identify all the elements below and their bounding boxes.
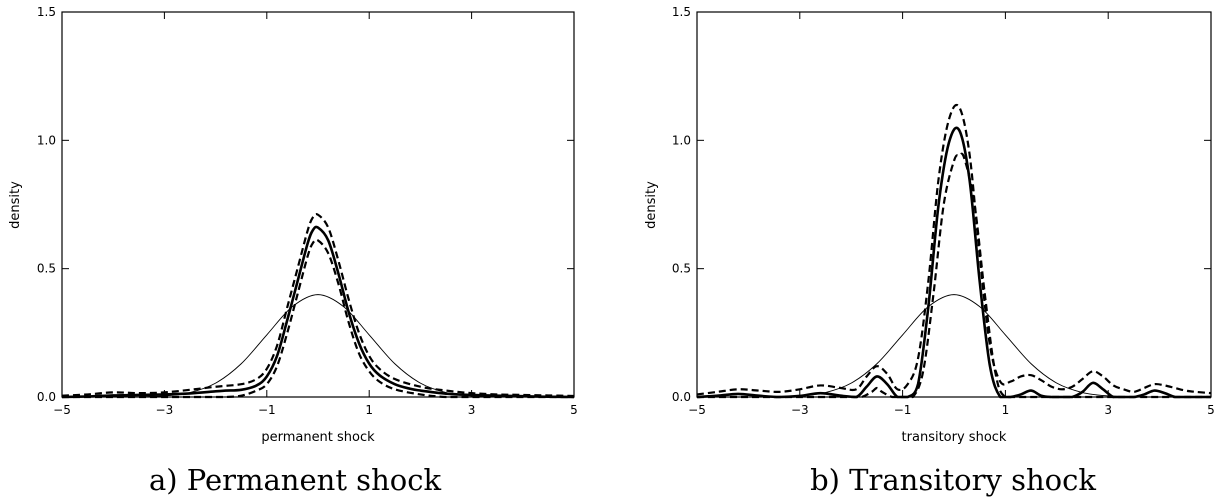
panel-caption: a) Permanent shock	[149, 463, 441, 497]
x-tick-label: −5	[688, 403, 706, 417]
axis-ticks: −5 −3 −1 1 3 5 0.0 0.5 1.0 1.5	[37, 5, 578, 417]
axis-ticks: −5 −3 −1 1 3 5 0.0 0.5 1.0 1.5	[672, 5, 1215, 417]
y-tick-label: 1.5	[37, 5, 56, 19]
y-tick-label: 1.5	[672, 5, 691, 19]
x-tick-label: −5	[53, 403, 71, 417]
x-tick-label: 5	[570, 403, 578, 417]
plot-frame	[61, 11, 575, 398]
x-tick-label: −3	[156, 403, 174, 417]
x-axis-label: permanent shock	[261, 430, 375, 445]
panel-caption: b) Transitory shock	[810, 463, 1096, 497]
series-line-thick-solid	[696, 126, 1211, 399]
x-tick-label: 3	[1104, 403, 1112, 417]
x-tick-label: −1	[258, 403, 276, 417]
data-series	[696, 103, 1212, 399]
data-series	[61, 212, 575, 399]
series-line-thick-solid	[61, 225, 575, 399]
y-axis-label: density	[8, 181, 23, 229]
y-tick-label: 0.5	[672, 262, 691, 276]
series-line-dashed-upper	[696, 103, 1212, 396]
y-tick-label: 1.0	[37, 133, 56, 147]
plot-frame	[696, 11, 1212, 398]
y-tick-label: 0.5	[37, 262, 56, 276]
series-line-dashed-lower	[697, 152, 1211, 399]
y-tick-label: 1.0	[672, 133, 691, 147]
x-axis-label: transitory shock	[902, 430, 1007, 445]
x-tick-label: −1	[894, 403, 912, 417]
x-tick-label: 1	[1002, 403, 1010, 417]
x-tick-label: 3	[468, 403, 476, 417]
y-axis-label: density	[644, 181, 659, 229]
x-tick-label: 5	[1207, 403, 1215, 417]
series-line-thin-solid	[62, 294, 574, 398]
series-line-thin-solid	[697, 294, 1211, 398]
y-tick-label: 0.0	[672, 390, 691, 404]
x-tick-label: 1	[365, 403, 373, 417]
x-tick-label: −3	[791, 403, 809, 417]
series-line-dashed-upper	[61, 212, 575, 398]
chart-panel-permanent-shock: −5 −3 −1 1 3 5 0.0 0.5 1.0 1.5 permanent shock de…	[8, 5, 578, 497]
chart-panel-transitory-shock: −5 −3 −1 1 3 5 0.0 0.5 1.0 1.5 transitory shock d…	[644, 5, 1215, 497]
y-tick-label: 0.0	[37, 390, 56, 404]
series-line-dashed-lower	[62, 238, 574, 399]
